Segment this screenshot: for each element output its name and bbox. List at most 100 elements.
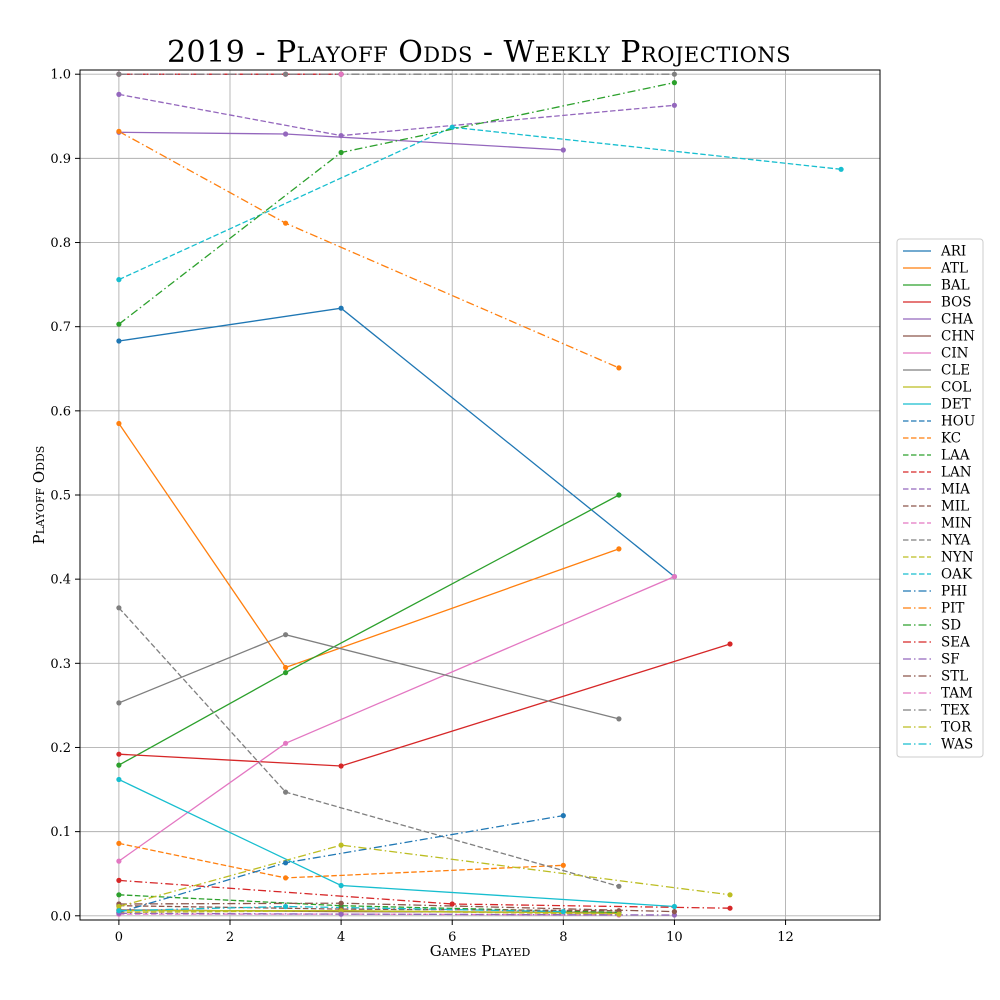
legend-label-stl: STL: [941, 669, 968, 685]
data-point-sea-0: [116, 877, 122, 884]
y-tick-label: 0.8: [50, 236, 71, 251]
data-point-oak-2: [838, 166, 844, 172]
legend-label-sea: SEA: [941, 635, 970, 651]
legend-label-lan: LAN: [941, 465, 972, 481]
data-point-det-2: [671, 903, 678, 910]
y-tick-label: 0.4: [50, 573, 71, 588]
legend-label-cle: CLE: [941, 363, 970, 379]
x-tick-label: 10: [666, 930, 683, 945]
legend-label-tex: TEX: [941, 703, 970, 719]
legend-label-sd: SD: [941, 618, 961, 634]
x-axis-label: Games Played: [430, 942, 531, 960]
data-point-tex-0: [116, 71, 122, 77]
y-axis-ticks: 0.0 0.1 0.2 0.3 0.4 0.5 0.6 0.7 0.8 0.9 1.0: [50, 68, 80, 924]
data-point-sf-1: [338, 911, 344, 917]
series-line-nyn: [118, 910, 619, 915]
data-point-nyn-2: [616, 911, 622, 917]
data-point-oak-1: [449, 124, 455, 130]
data-point-kc-0: [116, 840, 122, 847]
data-point-bal-0: [116, 762, 122, 768]
y-tick-label: 0.9: [50, 152, 71, 167]
y-tick-label: 0.1: [50, 825, 71, 840]
data-point-tam-2: [338, 71, 344, 77]
data-point-mia-1: [338, 133, 344, 139]
series-line-mil: [118, 905, 619, 912]
legend-label-nyn: NYN: [941, 550, 974, 566]
y-tick-label: 0.0: [50, 909, 71, 924]
data-point-kc-2: [560, 862, 566, 868]
y-tick-label: 0.3: [50, 657, 71, 672]
legend-label-chn: CHN: [941, 329, 975, 345]
data-point-tor-2: [727, 892, 733, 898]
legend-label-min: MIN: [941, 516, 972, 532]
legend-box: [896, 238, 984, 758]
data-point-was-0: [116, 908, 122, 914]
data-point-nya-0: [116, 605, 122, 611]
data-point-det-0: [116, 776, 122, 783]
plot-area: [79, 69, 881, 921]
y-tick-label: 0.5: [50, 489, 71, 504]
data-point-pit-2: [616, 365, 622, 371]
legend-label-col: COL: [941, 380, 971, 396]
legend-label-ari: ARI: [940, 244, 966, 260]
legend-label-mia: MIA: [941, 482, 970, 498]
data-point-ari-1: [338, 305, 344, 311]
data-point-cin-0: [116, 858, 122, 864]
series-line-tor: [118, 844, 731, 908]
legend: ARIATLBALBOSCHACHNCINCLECOLDETHOUKCLAALA…: [896, 238, 984, 758]
data-point-sd-2: [671, 80, 678, 86]
legend-label-cin: CIN: [941, 346, 969, 362]
data-point-kc-1: [283, 875, 289, 881]
data-point-stl-1: [338, 900, 344, 906]
legend-label-det: DET: [941, 397, 971, 413]
x-tick-label: 6: [448, 930, 456, 945]
data-point-sd-1: [338, 149, 344, 156]
data-point-tor-1: [338, 842, 344, 848]
data-point-was-2: [560, 909, 566, 915]
y-tick-label: 1.0: [50, 68, 71, 83]
data-point-det-1: [338, 882, 344, 889]
data-point-bos-2: [727, 641, 733, 647]
data-point-nya-2: [616, 883, 622, 889]
legend-label-kc: KC: [941, 431, 961, 447]
legend-label-tam: TAM: [941, 686, 973, 702]
data-point-phi-1: [283, 860, 289, 866]
legend-label-bal: BAL: [941, 278, 970, 294]
data-point-mia-2: [671, 102, 678, 108]
data-point-tex-1: [283, 71, 289, 77]
data-point-oak-0: [116, 277, 122, 283]
legend-label-mil: MIL: [941, 499, 969, 515]
y-tick-label: 0.6: [50, 404, 71, 419]
data-point-bos-1: [338, 763, 344, 769]
data-point-sd-0: [116, 321, 122, 327]
legend-label-sf: SF: [941, 652, 960, 668]
data-point-atl-1: [283, 664, 289, 671]
data-point-pit-1: [283, 220, 289, 226]
data-point-bos-0: [116, 751, 122, 757]
data-point-sea-1: [449, 901, 455, 907]
grid-lines: [80, 70, 880, 920]
data-point-cle-2: [616, 716, 622, 722]
legend-label-tor: TOR: [941, 720, 972, 736]
y-axis-label: Playoff Odds: [30, 446, 48, 545]
chart-title: 2019 - Playoff Odds - Weekly Projections: [167, 35, 791, 70]
data-point-cle-0: [116, 700, 122, 706]
legend-label-bos: BOS: [941, 295, 972, 311]
x-tick-label: 8: [559, 930, 567, 945]
legend-label-was: WAS: [941, 737, 973, 753]
legend-label-phi: PHI: [941, 584, 967, 600]
data-point-sea-2: [727, 905, 733, 911]
series-points: [116, 71, 844, 918]
data-point-tor-0: [116, 903, 122, 910]
data-point-phi-2: [560, 813, 566, 819]
legend-label-laa: LAA: [941, 448, 970, 464]
legend-label-nya: NYA: [941, 533, 971, 549]
x-tick-label: 12: [777, 930, 794, 945]
data-point-atl-0: [116, 420, 122, 427]
series-line-sea: [118, 879, 731, 909]
data-point-atl-2: [616, 546, 622, 552]
y-tick-label: 0.2: [50, 741, 71, 756]
data-point-cin-1: [283, 740, 289, 746]
x-tick-label: 4: [337, 930, 345, 945]
